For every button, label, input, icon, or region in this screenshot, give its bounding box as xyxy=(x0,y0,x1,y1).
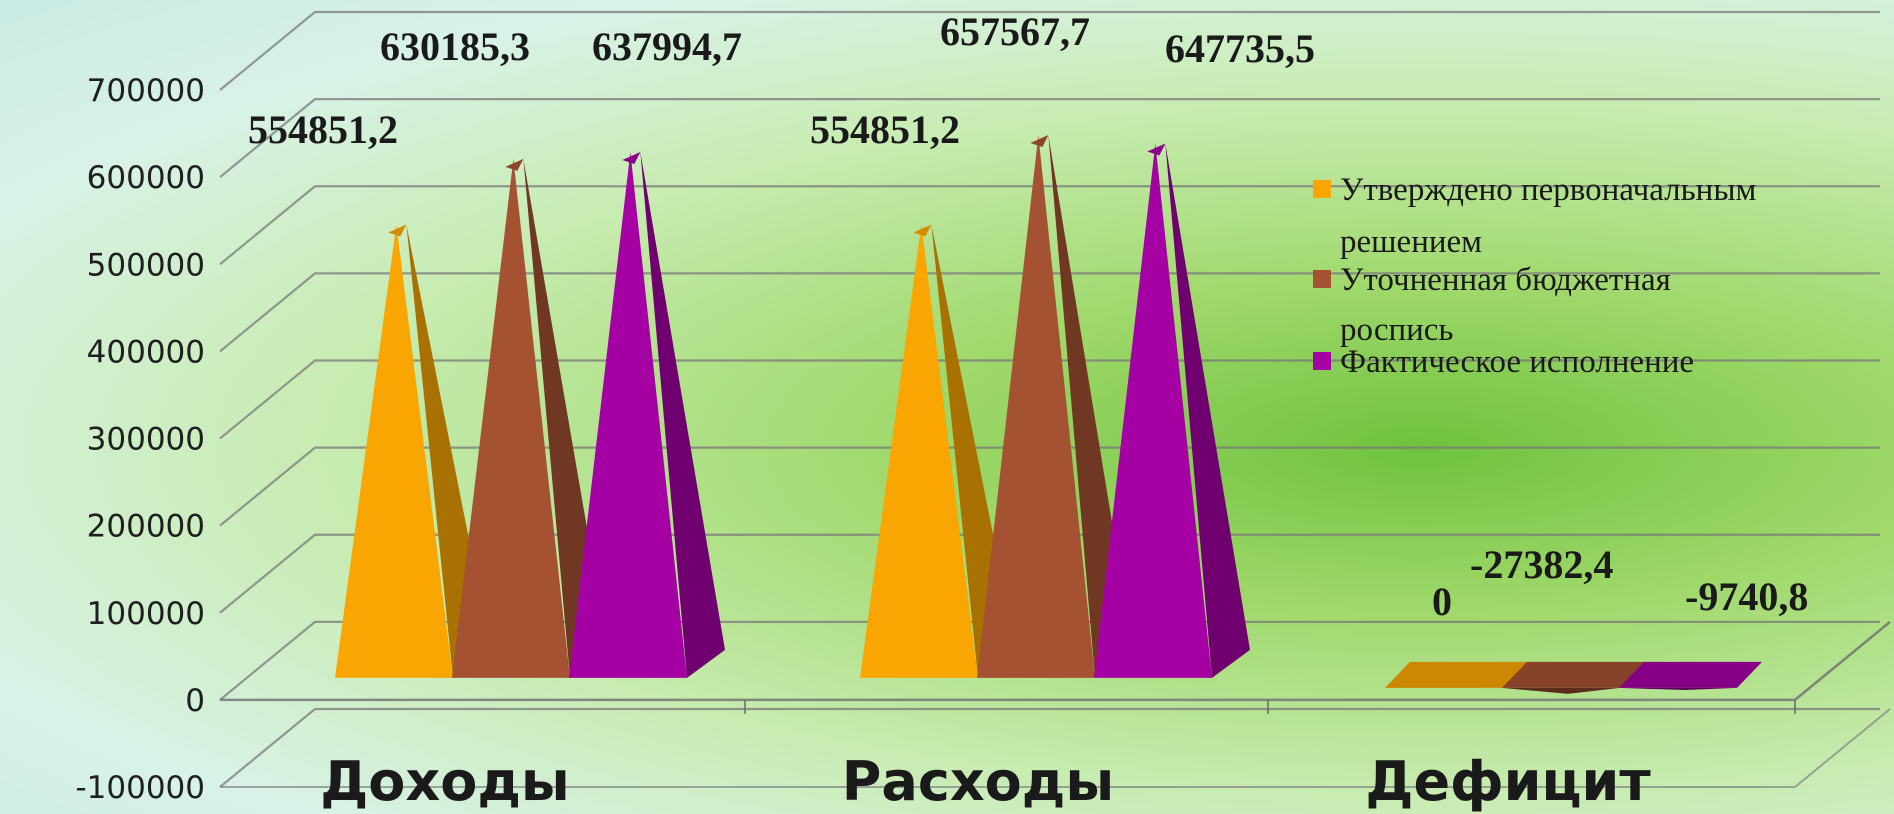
floor-right-line xyxy=(1794,708,1891,788)
zero-axis-depth-line xyxy=(1794,620,1891,701)
gridline xyxy=(219,185,1880,266)
data-label: 630185,3 xyxy=(380,24,530,69)
bar xyxy=(1619,661,1762,690)
y-tick-label: 400000 xyxy=(87,334,205,370)
y-tick-label: 200000 xyxy=(87,509,205,545)
legend-item: Фактическое исполнение xyxy=(1313,344,1694,380)
y-tick-label: 600000 xyxy=(87,160,205,196)
legend-item: Утверждено первоначальным решением xyxy=(1313,172,1757,260)
data-label: 0 xyxy=(1432,579,1452,624)
gridline xyxy=(219,446,1880,527)
data-label: -9740,8 xyxy=(1685,574,1808,619)
legend-label: Уточненная бюджетная роспись xyxy=(1340,262,1671,348)
x-axis: Доходы Расходы Дефицит xyxy=(320,750,1651,813)
legend-swatch xyxy=(1313,270,1331,288)
bar xyxy=(569,152,725,678)
legend: Утверждено первоначальным решениемУточнен… xyxy=(1313,172,1757,380)
data-labels: 554851,2 630185,3 637994,7 554851,2 657567,7… xyxy=(248,9,1808,624)
data-label: 554851,2 xyxy=(810,107,960,152)
data-label: 647735,5 xyxy=(1165,26,1315,71)
data-label: 554851,2 xyxy=(248,107,398,152)
y-tick-label: 500000 xyxy=(87,247,205,283)
legend-label: Утверждено первоначальным решением xyxy=(1340,172,1757,260)
grid-lines xyxy=(219,10,1891,788)
y-axis: 700000 600000 500000 400000 300000 200000 1000… xyxy=(75,73,205,806)
y-tick-label: 100000 xyxy=(87,596,205,632)
legend-swatch xyxy=(1313,180,1331,198)
data-label: -27382,4 xyxy=(1470,542,1613,587)
bar xyxy=(1502,661,1645,694)
gridline xyxy=(219,707,1880,788)
category-label: Доходы xyxy=(320,750,570,813)
category-label: Дефицит xyxy=(1365,750,1651,813)
bar xyxy=(1385,661,1528,688)
y-tick-label: 700000 xyxy=(87,73,205,109)
category-label: Расходы xyxy=(842,750,1114,813)
bar xyxy=(1094,143,1250,678)
legend-label: Фактическое исполнение xyxy=(1340,344,1694,380)
y-tick-label: 300000 xyxy=(87,422,205,458)
legend-swatch xyxy=(1313,352,1331,370)
gridline xyxy=(219,620,1880,701)
gridline xyxy=(219,533,1880,614)
gridline xyxy=(219,272,1880,353)
data-label: 657567,7 xyxy=(940,9,1090,54)
y-tick-label: -100000 xyxy=(75,770,205,806)
data-label: 637994,7 xyxy=(592,24,742,69)
legend-item: Уточненная бюджетная роспись xyxy=(1313,262,1671,348)
gridline xyxy=(219,98,1880,178)
y-tick-label: 0 xyxy=(185,683,205,719)
gridline xyxy=(219,359,1880,440)
gridline xyxy=(219,10,1880,91)
bars xyxy=(335,134,1762,694)
